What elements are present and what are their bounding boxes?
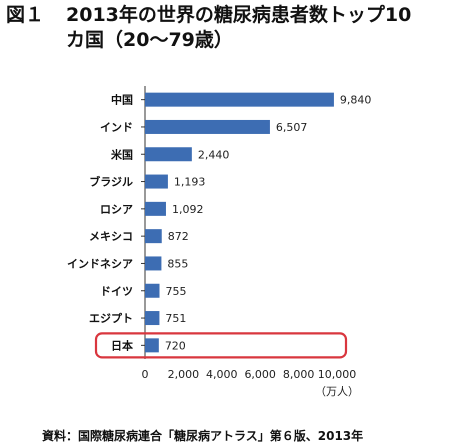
bar-2 [145, 147, 192, 162]
value-label: 1,193 [174, 176, 206, 189]
x-axis-label: （万人） [315, 385, 359, 398]
x-tick-label: 10,000 [318, 368, 357, 381]
category-label: ブラジル [89, 175, 133, 189]
bar-1 [145, 119, 270, 134]
bar-8 [145, 311, 160, 326]
category-label: インド [100, 121, 133, 134]
value-label: 720 [165, 339, 186, 352]
x-tick-label: 6,000 [244, 368, 276, 381]
x-tick-label: 8,000 [283, 368, 315, 381]
value-label: 872 [168, 230, 189, 243]
value-label: 6,507 [276, 121, 308, 134]
category-label: エジプト [89, 311, 133, 325]
category-label: ロシア [100, 203, 133, 216]
highlight-box [94, 332, 348, 359]
bar-6 [145, 256, 162, 271]
value-label: 755 [165, 285, 186, 298]
value-label: 751 [165, 312, 186, 325]
category-label: インドネシア [67, 257, 133, 270]
category-label: メキシコ [89, 230, 133, 243]
x-tick-label: 0 [142, 368, 149, 381]
title-row: 図１ 2013年の世界の糖尿病患者数トップ10 [6, 2, 446, 28]
value-label: 1,092 [172, 203, 204, 216]
bar-4 [145, 201, 166, 216]
value-label: 2,440 [198, 148, 230, 161]
source-note: 資料：国際糖尿病連合「糖尿病アトラス」第６版、2013年 [42, 429, 364, 443]
bar-3 [145, 174, 168, 189]
chart-title: 2013年の世界の糖尿病患者数トップ10 [66, 4, 412, 26]
bar-0 [145, 92, 334, 107]
title-block: 図１ 2013年の世界の糖尿病患者数トップ10 カ国（20〜79歳） [6, 2, 446, 52]
bar-5 [145, 229, 162, 244]
x-tick-label: 2,000 [168, 368, 200, 381]
value-label: 855 [167, 257, 188, 270]
value-label: 9,840 [340, 94, 372, 107]
category-label: 中国 [111, 93, 133, 107]
bar-9 [145, 338, 159, 353]
category-label: 日本 [111, 338, 133, 352]
bar-7 [145, 283, 160, 298]
x-tick-label: 4,000 [206, 368, 238, 381]
bar-chart: 中国 9,840 インド 6,507 米国 2,440 ブラジル 1,193 ロシア 1,092 メ… [67, 86, 372, 398]
category-label: ドイツ [100, 285, 133, 298]
category-label: 米国 [110, 147, 133, 161]
chart-title-line2: カ国（20〜79歳） [66, 29, 233, 51]
figure-label: 図１ [6, 4, 45, 26]
